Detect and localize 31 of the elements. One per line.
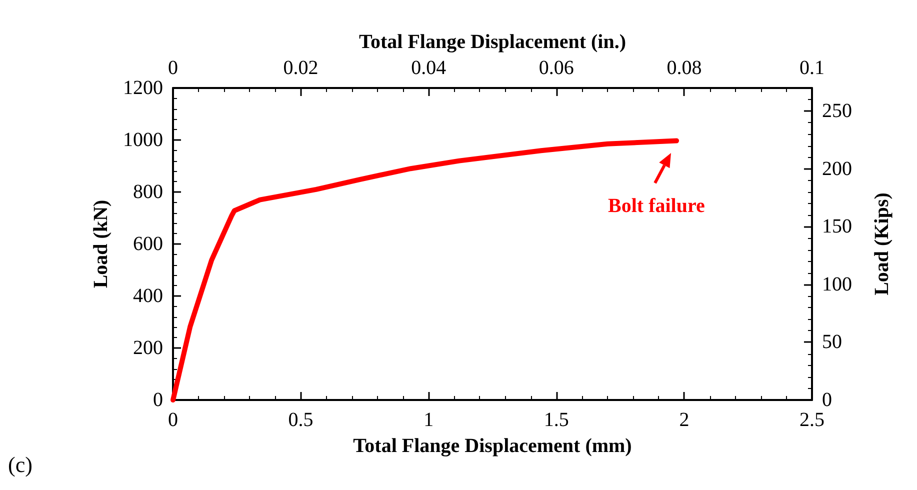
x-tick-label: 0 (168, 409, 178, 431)
y-tick-label: 1200 (123, 77, 163, 99)
annotation: Bolt failure (608, 194, 705, 218)
x-tick-label: 1 (424, 409, 434, 431)
y2-tick-label: 50 (822, 331, 842, 354)
x-axis-title: Total Flange Displacement (mm) (353, 435, 632, 457)
x2-tick-label: 0.1 (800, 57, 824, 79)
x2-tick-label: 0 (168, 57, 178, 79)
y2-axis-title: Load (Kips) (871, 192, 893, 296)
y2-tick-label: 100 (822, 273, 852, 296)
text: (c) (8, 452, 32, 478)
y2-tick-label: 0 (822, 389, 832, 411)
x2-tick-label: 0.02 (283, 57, 318, 79)
y-tick-label: 200 (133, 337, 163, 359)
y-tick-label: 0 (153, 389, 163, 411)
x2-tick-label: 0.06 (538, 57, 574, 79)
y2-tick-label: 200 (822, 158, 852, 180)
y2-tick-label: 250 (822, 100, 852, 122)
x2-axis-title: Total Flange Displacement (in.) (358, 31, 626, 53)
x-tick-label: 2 (679, 409, 690, 431)
y2-tick-label: 150 (822, 216, 852, 238)
x-tick-label: 2.5 (800, 409, 824, 431)
y-axis-title: Load (kN) (90, 200, 112, 288)
x-tick-label: 0.5 (288, 409, 314, 431)
x2-tick-label: 0.04 (411, 57, 446, 79)
x2-tick-label: 0.08 (666, 57, 702, 79)
y-tick-label: 800 (133, 181, 163, 203)
y-tick-label: 1000 (123, 129, 163, 151)
x-tick-label: 1.5 (544, 409, 569, 431)
y-tick-label: 400 (133, 285, 163, 307)
y-tick-label: 600 (133, 233, 163, 255)
